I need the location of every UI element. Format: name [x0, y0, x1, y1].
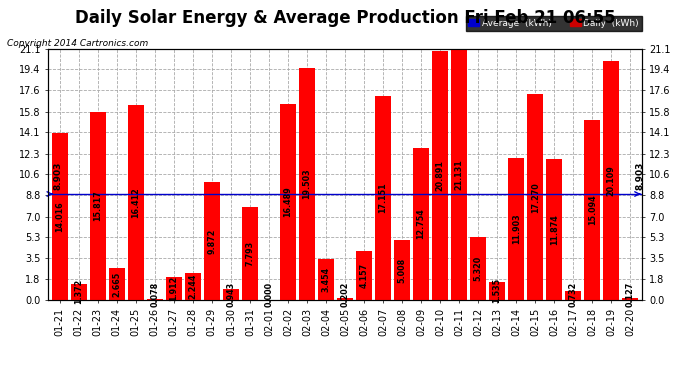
Bar	[413, 148, 429, 300]
Text: 17.151: 17.151	[379, 183, 388, 213]
Text: 0.000: 0.000	[264, 282, 273, 307]
Bar	[565, 291, 581, 300]
Bar	[280, 104, 296, 300]
Bar	[603, 60, 620, 300]
Text: Copyright 2014 Cartronics.com: Copyright 2014 Cartronics.com	[7, 39, 148, 48]
Text: 20.109: 20.109	[607, 165, 615, 196]
Text: 0.202: 0.202	[340, 281, 350, 307]
Text: 16.489: 16.489	[284, 186, 293, 217]
Bar	[375, 96, 391, 300]
Bar	[185, 273, 201, 300]
Bar	[204, 183, 220, 300]
Bar	[128, 105, 144, 300]
Text: 21.131: 21.131	[455, 159, 464, 190]
Bar	[147, 299, 163, 300]
Text: 0.943: 0.943	[226, 282, 235, 307]
Text: 1.372: 1.372	[75, 279, 83, 304]
Text: 1.535: 1.535	[493, 278, 502, 303]
Text: 2.244: 2.244	[188, 274, 197, 299]
Bar	[318, 259, 334, 300]
Bar	[109, 268, 125, 300]
Bar	[223, 289, 239, 300]
Text: 9.872: 9.872	[208, 228, 217, 254]
Text: 0.078: 0.078	[150, 281, 159, 307]
Bar	[166, 277, 182, 300]
Text: 2.665: 2.665	[112, 272, 121, 297]
Text: 16.412: 16.412	[131, 187, 140, 218]
Bar	[584, 120, 600, 300]
Text: 7.793: 7.793	[246, 241, 255, 266]
Bar	[432, 51, 448, 300]
Bar	[489, 282, 505, 300]
Text: 17.270: 17.270	[531, 182, 540, 213]
Text: 14.016: 14.016	[55, 201, 64, 232]
Text: 5.320: 5.320	[473, 256, 482, 281]
Text: 12.754: 12.754	[417, 209, 426, 240]
Text: 8.903: 8.903	[635, 162, 644, 190]
Text: 1.912: 1.912	[169, 276, 178, 301]
Text: 5.008: 5.008	[397, 258, 406, 283]
Text: 15.817: 15.817	[93, 190, 102, 221]
Bar	[337, 298, 353, 300]
Legend: Average  (kWh), Daily  (kWh): Average (kWh), Daily (kWh)	[466, 16, 642, 30]
Bar	[508, 158, 524, 300]
Bar	[546, 159, 562, 300]
Bar	[451, 48, 467, 300]
Text: 3.454: 3.454	[322, 267, 331, 292]
Text: 0.127: 0.127	[626, 281, 635, 307]
Bar	[70, 284, 87, 300]
Bar	[394, 240, 410, 300]
Bar	[470, 237, 486, 300]
Text: 4.157: 4.157	[359, 263, 368, 288]
Bar	[527, 94, 543, 300]
Bar	[52, 133, 68, 300]
Bar	[299, 68, 315, 300]
Bar	[241, 207, 258, 300]
Text: 0.732: 0.732	[569, 281, 578, 307]
Bar	[90, 112, 106, 300]
Text: 11.903: 11.903	[512, 214, 521, 244]
Bar	[356, 251, 372, 300]
Bar	[622, 298, 638, 300]
Text: 19.503: 19.503	[302, 169, 311, 199]
Text: 11.874: 11.874	[550, 214, 559, 244]
Text: 8.903: 8.903	[54, 162, 63, 190]
Text: Daily Solar Energy & Average Production Fri Feb 21 06:55: Daily Solar Energy & Average Production …	[75, 9, 615, 27]
Text: 15.094: 15.094	[588, 195, 597, 225]
Text: 20.891: 20.891	[435, 160, 444, 191]
